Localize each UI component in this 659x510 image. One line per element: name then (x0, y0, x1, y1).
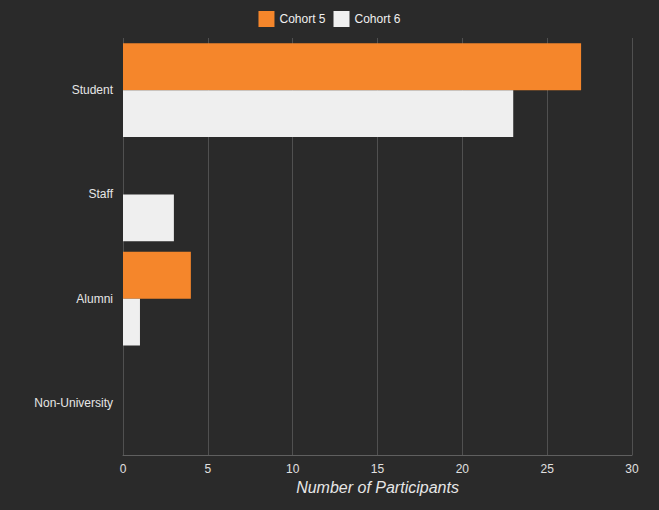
svg-text:5: 5 (204, 462, 211, 476)
svg-text:10: 10 (286, 462, 300, 476)
svg-text:15: 15 (371, 462, 385, 476)
svg-text:0: 0 (120, 462, 127, 476)
svg-text:Number of Participants: Number of Participants (296, 479, 459, 496)
svg-text:30: 30 (625, 462, 639, 476)
svg-text:Alumni: Alumni (76, 292, 113, 306)
svg-text:Cohort 5: Cohort 5 (279, 12, 325, 26)
svg-text:Student: Student (72, 83, 114, 97)
svg-text:20: 20 (456, 462, 470, 476)
svg-text:Non-University: Non-University (34, 396, 113, 410)
svg-text:Staff: Staff (89, 187, 114, 201)
svg-text:25: 25 (540, 462, 554, 476)
svg-text:Cohort 6: Cohort 6 (355, 12, 401, 26)
